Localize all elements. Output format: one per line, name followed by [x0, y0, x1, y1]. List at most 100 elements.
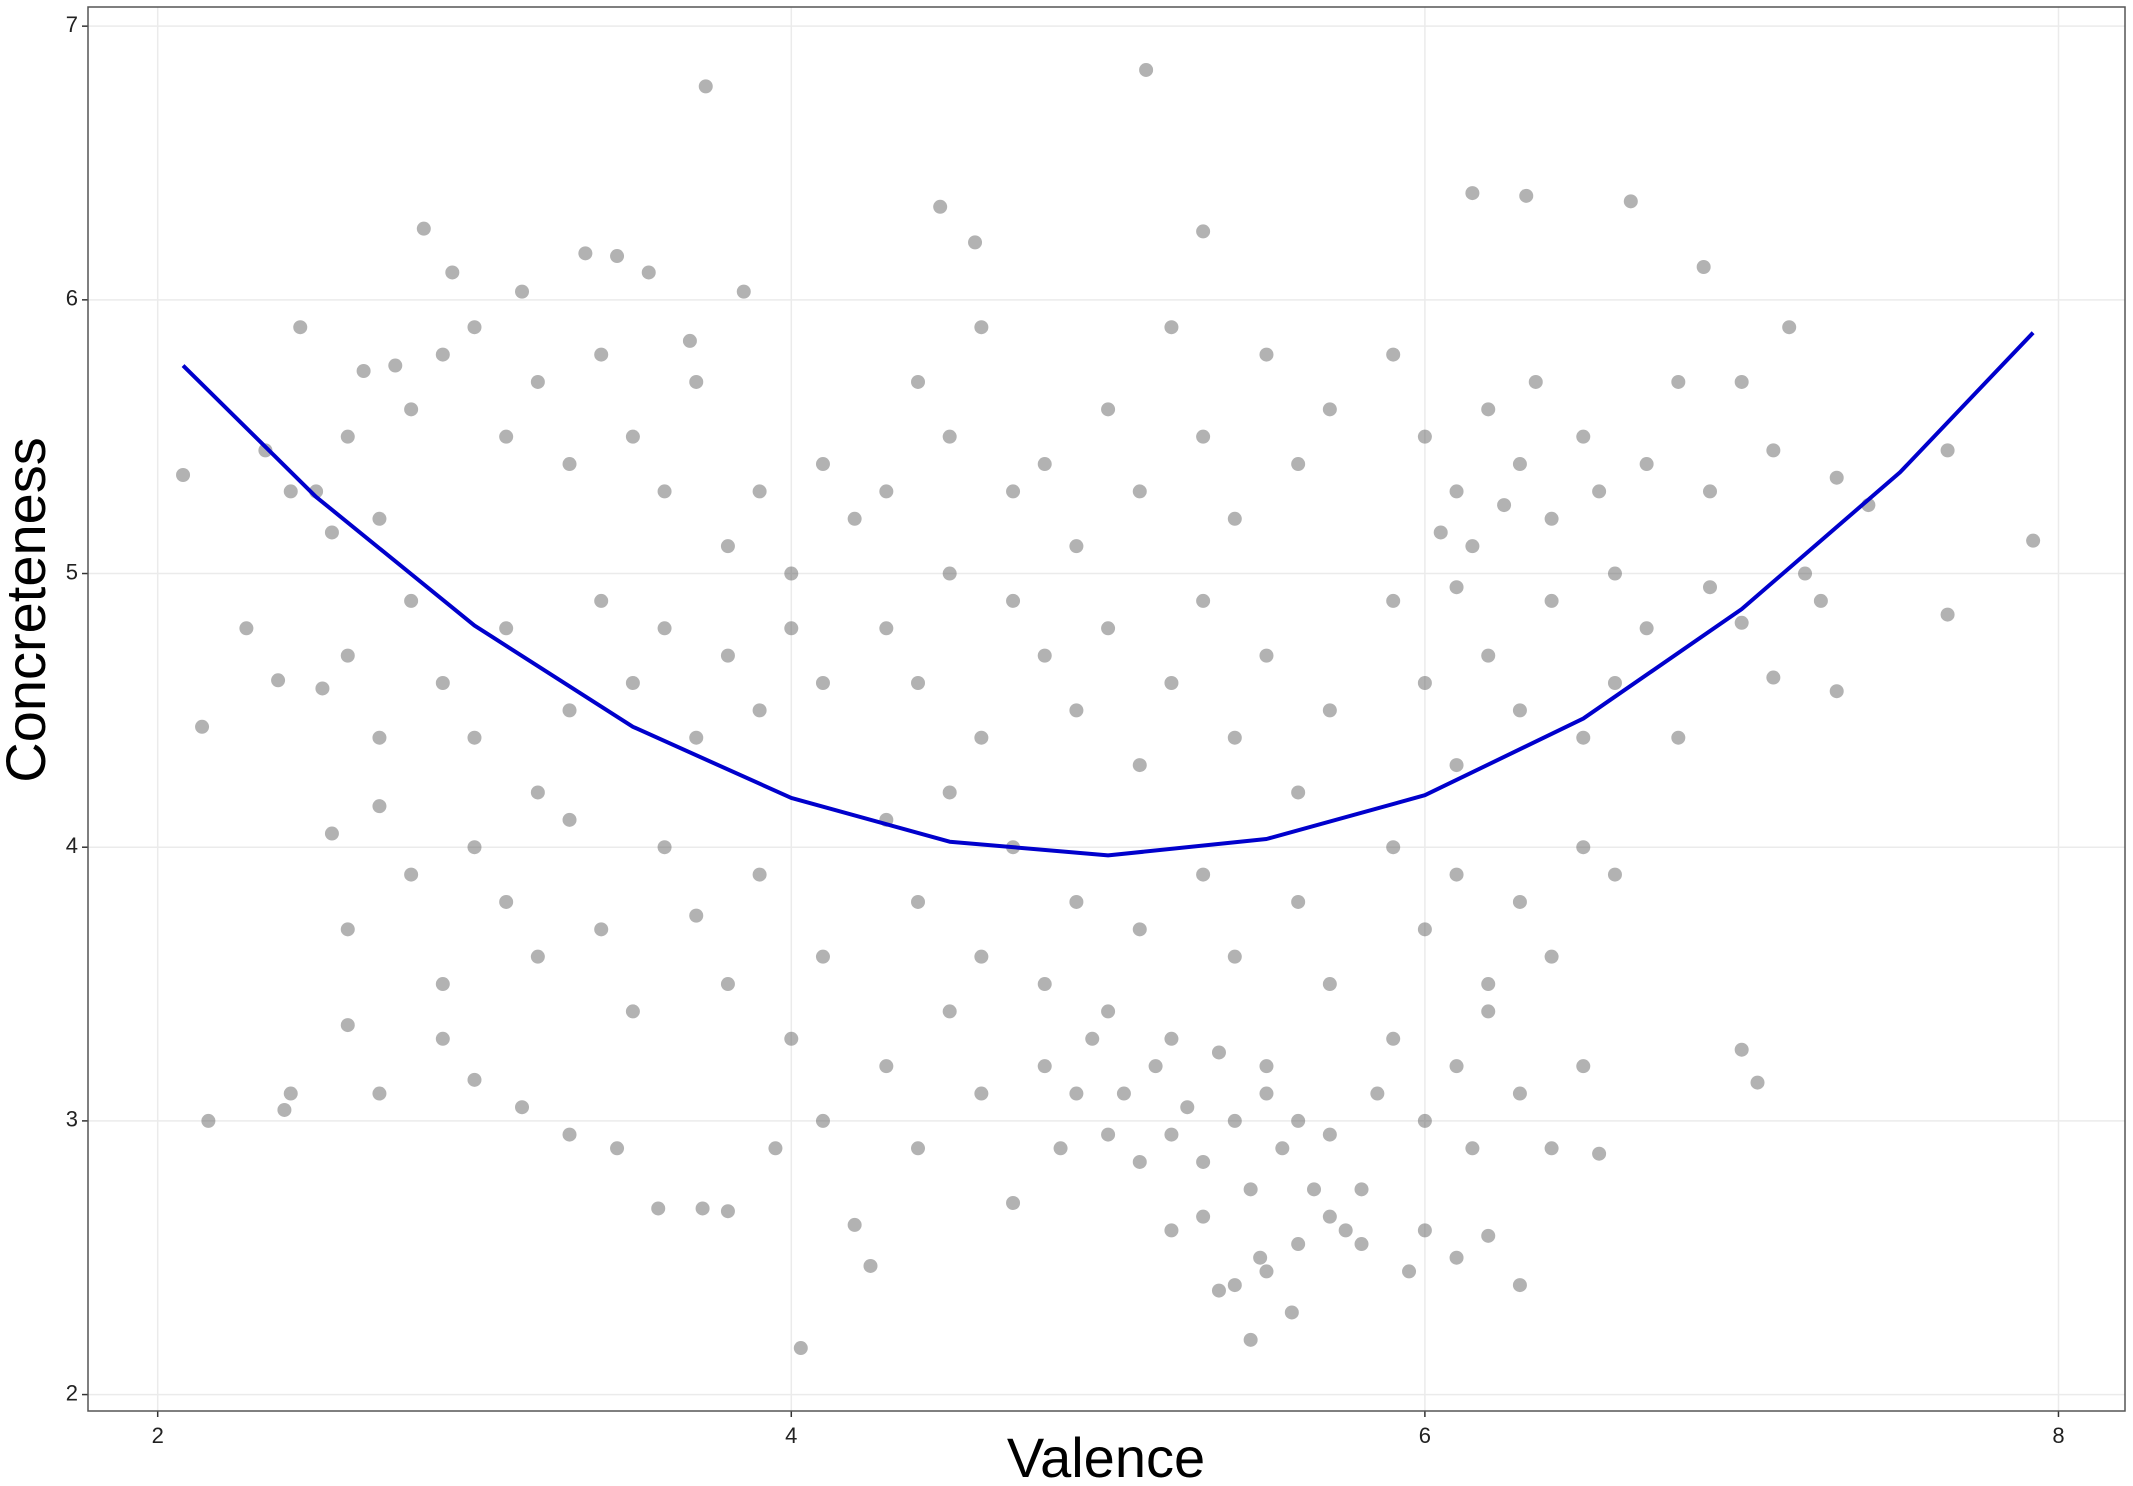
fit-line	[181, 331, 2035, 858]
point	[610, 249, 625, 264]
point	[293, 320, 308, 335]
point	[1829, 470, 1844, 485]
point	[1259, 347, 1274, 362]
point	[1196, 1154, 1211, 1169]
point	[530, 374, 545, 389]
point	[1164, 1127, 1179, 1142]
point	[784, 566, 799, 581]
point	[1592, 484, 1607, 499]
point	[1132, 922, 1147, 937]
point	[1291, 1237, 1306, 1252]
point	[815, 676, 830, 690]
point	[1417, 922, 1432, 937]
point	[968, 235, 983, 250]
point	[1544, 511, 1559, 526]
point	[1512, 457, 1527, 472]
point	[695, 1201, 710, 1216]
point	[1750, 1075, 1765, 1090]
point	[1449, 1250, 1464, 1265]
point	[195, 719, 210, 734]
y-tick-label: 3	[66, 1107, 78, 1132]
point	[1417, 1113, 1432, 1128]
point	[515, 284, 530, 299]
point	[1512, 1086, 1527, 1101]
point	[1702, 580, 1717, 595]
point	[467, 1072, 482, 1087]
point	[1101, 621, 1116, 636]
point	[942, 566, 957, 581]
point	[911, 1141, 926, 1156]
point	[1734, 374, 1749, 389]
point	[689, 730, 704, 745]
point	[752, 867, 767, 882]
point	[1592, 1146, 1607, 1161]
point	[1069, 703, 1084, 718]
point	[942, 429, 957, 444]
point	[435, 347, 450, 362]
point	[657, 621, 672, 636]
point	[404, 593, 419, 608]
x-tick-label: 4	[785, 1423, 797, 1448]
point	[847, 1217, 862, 1232]
point	[879, 484, 894, 499]
point	[1322, 703, 1337, 718]
point	[1766, 670, 1781, 685]
point	[1639, 457, 1654, 472]
point	[1481, 1228, 1496, 1243]
point	[1639, 621, 1654, 636]
point	[682, 333, 697, 348]
point	[1053, 1141, 1068, 1156]
point	[1227, 949, 1242, 964]
point	[562, 1127, 577, 1142]
point	[594, 593, 609, 608]
point	[1037, 648, 1052, 663]
point	[752, 703, 767, 718]
point	[1465, 539, 1480, 554]
point	[1037, 977, 1052, 992]
point	[1671, 374, 1686, 389]
y-tick-label: 6	[66, 286, 78, 311]
point	[499, 894, 514, 909]
point	[1481, 1004, 1496, 1019]
point	[1291, 457, 1306, 472]
point	[372, 799, 387, 814]
point	[736, 284, 751, 299]
point	[283, 484, 298, 499]
point	[1386, 840, 1401, 855]
point	[1528, 374, 1543, 389]
point	[933, 199, 948, 214]
point	[594, 922, 609, 937]
y-tick-label: 5	[66, 559, 78, 584]
point	[1519, 188, 1534, 203]
point	[1940, 607, 1955, 622]
point	[1481, 402, 1496, 417]
point	[1481, 648, 1496, 663]
point	[1544, 1141, 1559, 1156]
point	[324, 826, 339, 841]
point	[1481, 977, 1496, 992]
point	[201, 1113, 216, 1128]
point	[340, 922, 355, 937]
point	[1116, 1086, 1131, 1101]
point	[1322, 1127, 1337, 1142]
point	[1164, 676, 1179, 690]
point	[1164, 320, 1179, 335]
point	[2026, 533, 2041, 548]
point	[1449, 758, 1464, 773]
point	[562, 457, 577, 472]
point	[911, 676, 926, 690]
point	[467, 320, 482, 335]
point	[324, 525, 339, 540]
point	[1544, 593, 1559, 608]
point	[1227, 730, 1242, 745]
point	[793, 1341, 808, 1356]
point	[1734, 615, 1749, 630]
point	[657, 840, 672, 855]
point	[372, 1086, 387, 1101]
point	[752, 484, 767, 499]
point	[1139, 62, 1154, 77]
point	[176, 468, 191, 482]
point	[942, 785, 957, 800]
point	[1449, 867, 1464, 882]
point	[1449, 580, 1464, 595]
